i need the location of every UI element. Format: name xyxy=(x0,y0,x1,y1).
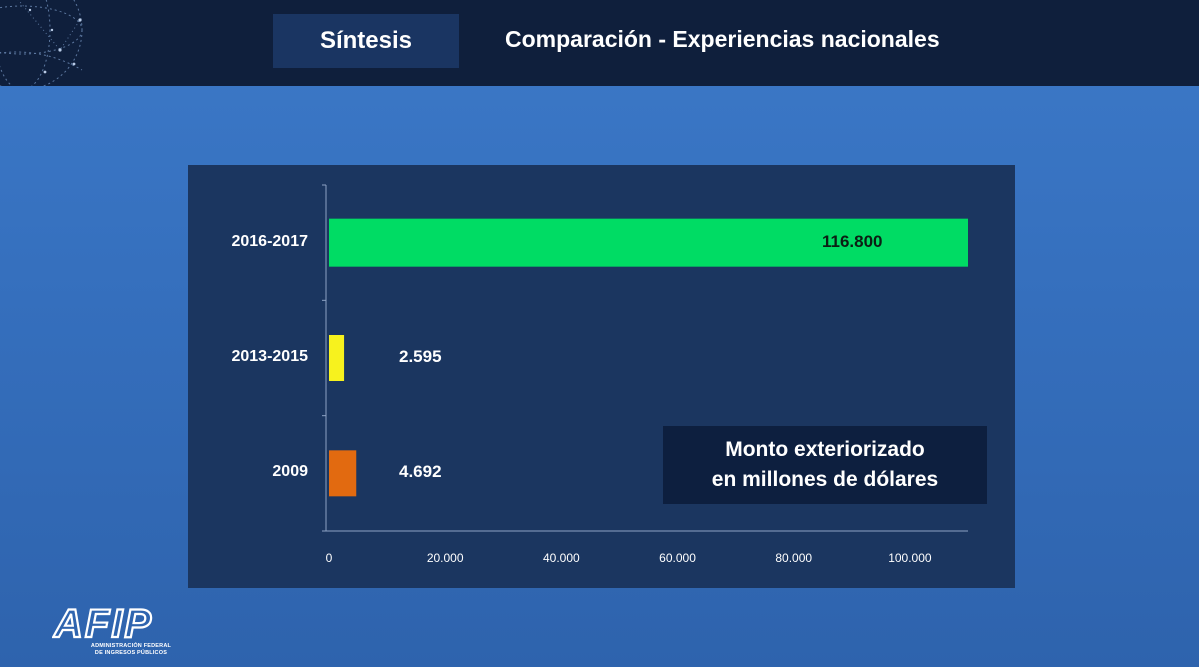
afip-logo-line1: ADMINISTRACIÓN FEDERAL xyxy=(90,643,172,649)
x-tick-label: 80.000 xyxy=(775,551,813,565)
bar-2016-2017 xyxy=(329,218,968,267)
afip-logo-line2: DE INGRESOS PÚBLICOS xyxy=(94,650,168,656)
category-label: 2009 xyxy=(272,463,308,481)
bar-2013-2015 xyxy=(329,335,345,381)
afip-logo-mark: AFIP xyxy=(52,601,153,643)
afip-logo: AFIP ADMINISTRACIÓN FEDERAL DE INGRESOS … xyxy=(52,601,202,657)
x-tick-label: 0 xyxy=(325,551,333,565)
category-label: 2016-2017 xyxy=(231,232,308,250)
header-bar: Síntesis Comparación - Experiencias naci… xyxy=(0,0,1199,86)
x-tick-label: 60.000 xyxy=(659,551,696,565)
x-tick-label: 40.000 xyxy=(543,551,580,565)
bar-2009 xyxy=(329,450,357,497)
value-label: 2.595 xyxy=(399,347,442,366)
value-label: 4.692 xyxy=(399,462,442,482)
unit-note-box: Monto exteriorizado en millones de dólar… xyxy=(663,426,987,504)
globe-network-icon xyxy=(0,0,83,86)
bar-chart: 2016-2017 116.800 2013-2015 2.595 2009 4.692 0… xyxy=(188,165,1015,588)
x-tick-label: 100.000 xyxy=(888,551,932,565)
x-tick-label: 20.000 xyxy=(426,551,464,565)
unit-note-line1: Monto exteriorizado xyxy=(725,438,925,461)
value-label: 116.800 xyxy=(822,231,883,251)
category-label: 2013-2015 xyxy=(231,348,308,365)
section-tab-sintesis: Síntesis xyxy=(273,14,459,68)
chart-canvas xyxy=(322,184,968,532)
unit-note-line2: en millones de dólares xyxy=(711,468,939,491)
slide-title: Comparación - Experiencias nacionales xyxy=(505,26,940,52)
afip-logo-text: AFIP xyxy=(53,602,153,643)
